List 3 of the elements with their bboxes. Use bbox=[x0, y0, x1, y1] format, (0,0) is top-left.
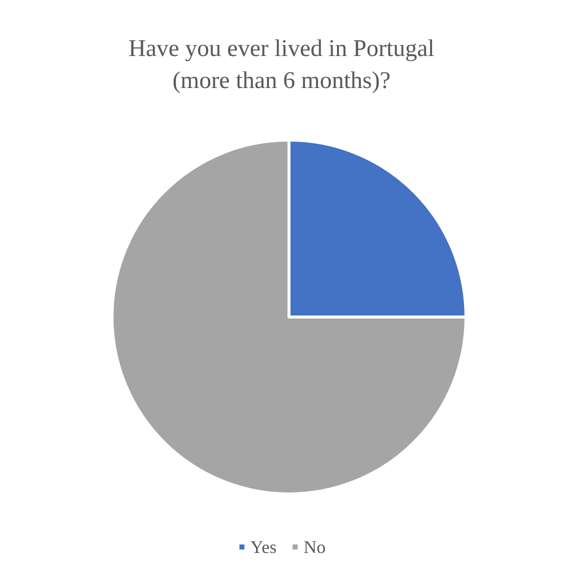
legend-label: No bbox=[304, 537, 326, 557]
chart-title: Have you ever lived in Portugal (more than 6 months)? bbox=[128, 36, 435, 94]
legend-label: Yes bbox=[250, 537, 277, 557]
